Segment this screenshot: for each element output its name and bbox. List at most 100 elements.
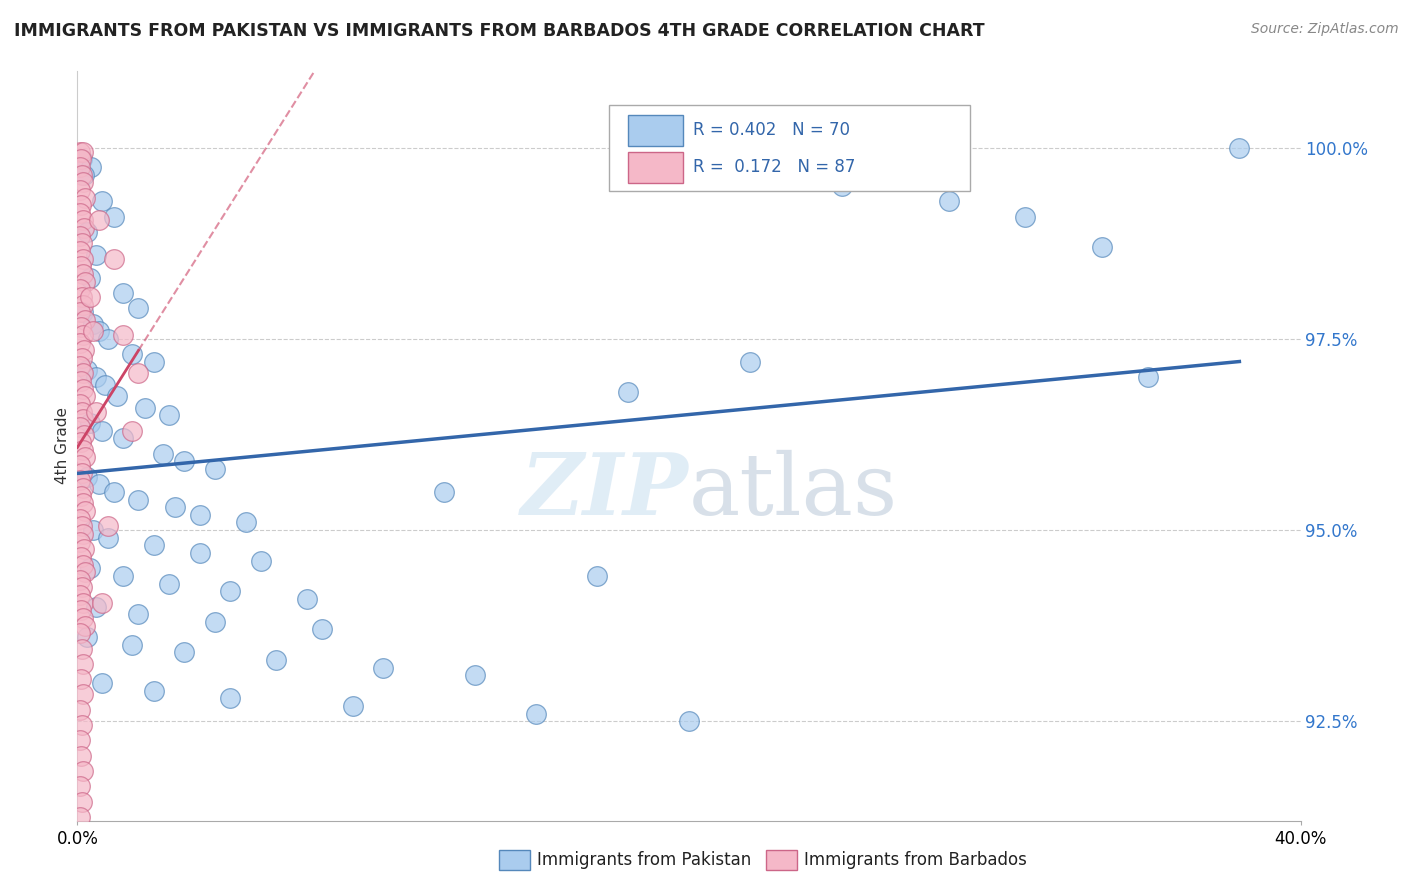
Point (134, 401, 156, 415)
Point (464, 668, 486, 682)
Point (127, 301, 149, 316)
Point (72, 252, 94, 266)
Point (73, 313, 96, 327)
Point (165, 500, 187, 515)
Point (69, 397, 91, 411)
Point (152, 447, 174, 461)
Point (1136, 370, 1159, 384)
Point (90, 194, 112, 209)
Point (70, 351, 93, 365)
Point (678, 714, 700, 729)
Point (188, 508, 211, 522)
Point (69, 703, 91, 717)
Text: Source: ZipAtlas.com: Source: ZipAtlas.com (1251, 22, 1399, 37)
Point (204, 615, 226, 629)
Point (173, 645, 195, 659)
FancyBboxPatch shape (609, 105, 970, 191)
Point (112, 431, 135, 445)
Point (433, 484, 456, 499)
Point (70, 641, 93, 656)
Point (70, 748, 93, 763)
Point (69, 779, 91, 793)
Point (103, 210, 125, 224)
Point (121, 424, 143, 438)
Point (97, 531, 120, 545)
Point (342, 698, 364, 713)
Point (938, 194, 960, 209)
Point (235, 516, 257, 530)
Point (617, 385, 640, 400)
Text: R = 0.402   N = 70: R = 0.402 N = 70 (693, 120, 849, 139)
Point (87, 477, 110, 491)
Point (142, 538, 165, 552)
Point (69, 145, 91, 159)
Point (70, 581, 93, 595)
Point (70, 320, 93, 334)
Point (70, 549, 93, 564)
Point (70, 168, 93, 182)
Text: IMMIGRANTS FROM PAKISTAN VS IMMIGRANTS FROM BARBADOS 4TH GRADE CORRELATION CHART: IMMIGRANTS FROM PAKISTAN VS IMMIGRANTS F… (14, 22, 984, 40)
Point (72, 596, 94, 610)
Point (72, 657, 94, 671)
Point (69, 474, 91, 488)
Point (70, 153, 93, 167)
Point (112, 328, 135, 343)
Point (524, 706, 547, 721)
Point (70, 236, 93, 251)
Point (72, 297, 94, 311)
Point (70, 290, 93, 304)
Point (831, 179, 853, 194)
Point (84, 370, 107, 384)
Point (69, 573, 91, 587)
Point (105, 389, 128, 403)
Point (70, 260, 93, 274)
Point (69, 359, 91, 373)
Point (121, 638, 143, 652)
Point (70, 672, 93, 686)
Point (80, 160, 103, 174)
Point (69, 183, 91, 197)
Point (72, 382, 94, 396)
Point (70, 718, 93, 732)
Point (90, 596, 112, 610)
Point (72, 412, 94, 426)
Point (173, 454, 195, 468)
FancyBboxPatch shape (628, 115, 683, 146)
Point (69, 335, 91, 350)
Point (82, 523, 104, 537)
Point (142, 683, 165, 698)
Point (69, 534, 91, 549)
Point (73, 221, 96, 235)
Point (97, 332, 120, 346)
Point (72, 496, 94, 510)
Point (72, 558, 94, 572)
Point (76, 630, 98, 644)
Point (157, 409, 180, 423)
Point (87, 213, 110, 227)
Point (97, 519, 120, 533)
Point (112, 569, 135, 583)
Point (73, 168, 96, 182)
Point (79, 270, 101, 285)
Point (70, 603, 93, 617)
Point (72, 175, 94, 189)
Point (70, 435, 93, 450)
Point (94, 377, 117, 392)
Point (1091, 240, 1114, 254)
Point (69, 206, 91, 220)
Point (73, 542, 96, 557)
Y-axis label: 4th Grade: 4th Grade (55, 408, 70, 484)
Point (73, 190, 96, 204)
Point (90, 676, 112, 690)
Point (157, 576, 180, 591)
Text: R =  0.172   N = 87: R = 0.172 N = 87 (693, 158, 855, 176)
Point (69, 810, 91, 824)
Point (72, 367, 94, 381)
Point (204, 462, 226, 476)
Point (72, 145, 94, 159)
Point (72, 611, 94, 625)
Point (84, 599, 107, 614)
Point (264, 653, 287, 667)
Point (79, 561, 101, 575)
Point (70, 795, 93, 809)
